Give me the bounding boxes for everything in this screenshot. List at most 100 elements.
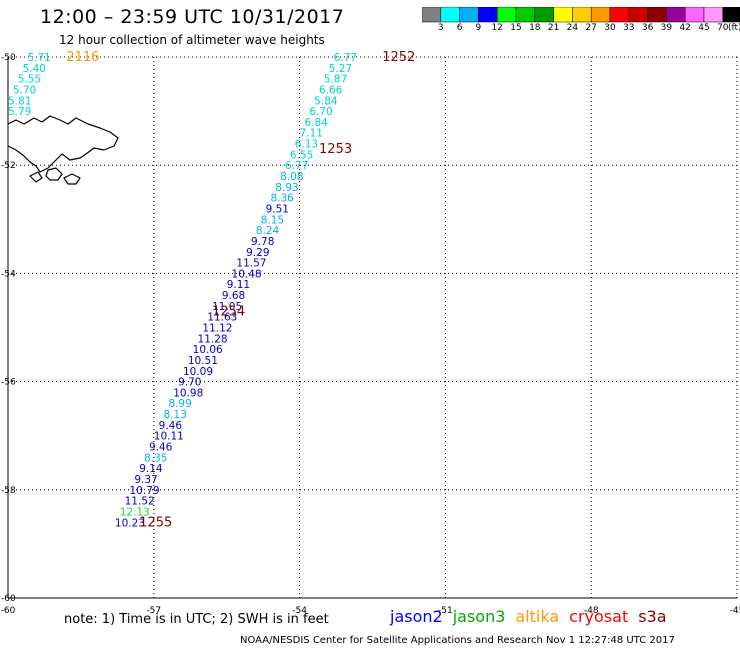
colorbar-label: 27 — [585, 23, 597, 33]
lat-tick-label: -56 — [1, 378, 16, 388]
swh-reading: 11.52 — [125, 496, 155, 508]
lat-tick-label: -50 — [1, 53, 16, 63]
swh-reading: 9.11 — [227, 279, 250, 291]
lon-tick-label: -57 — [146, 606, 161, 616]
swh-reading: 6.77 — [334, 52, 357, 64]
pass-label: 1252 — [382, 50, 415, 65]
legend-item-jason3: jason3 — [452, 607, 506, 626]
swh-reading: 11.05 — [212, 301, 242, 313]
swh-reading: 9.46 — [149, 442, 173, 454]
swh-reading: 9.46 — [159, 420, 183, 432]
swh-reading: 12.13 — [120, 506, 150, 518]
swh-reading: 9.68 — [222, 290, 245, 302]
swh-reading: 5.81 — [8, 95, 31, 107]
swh-reading: 5.55 — [18, 74, 41, 86]
swh-reading: 6.66 — [319, 84, 343, 96]
colorbar-label: 24 — [566, 23, 579, 33]
colorbar-label: 18 — [529, 23, 541, 33]
legend-item-s3a: s3a — [638, 607, 667, 626]
colorbar-swatch — [722, 7, 740, 23]
colorbar-label: 12 — [491, 23, 503, 33]
swh-reading: 5.79 — [8, 106, 31, 118]
swh-reading: 9.70 — [178, 377, 201, 389]
swh-reading: 9.37 — [134, 474, 157, 486]
swh-reading: 10.48 — [232, 268, 262, 280]
swh-reading: 11.28 — [198, 333, 228, 345]
lat-tick-label: -60 — [1, 594, 16, 604]
coastline — [63, 173, 81, 185]
lon-tick-label: -48 — [584, 606, 599, 616]
swh-reading: 8.35 — [144, 452, 167, 464]
coastline — [45, 167, 63, 181]
colorbar-label: 30 — [604, 23, 616, 33]
swh-reading: 10.51 — [188, 355, 218, 367]
swh-reading: 8.93 — [275, 182, 298, 194]
colorbar-label: 21 — [547, 23, 560, 33]
lat-tick-label: -52 — [1, 161, 16, 171]
legend-item-jason2: jason2 — [390, 607, 443, 626]
colorbar-unit: (ft) — [728, 23, 740, 33]
lon-tick-label: -60 — [1, 606, 16, 616]
swh-reading: 8.24 — [256, 225, 280, 237]
pass-label: 1254 — [212, 304, 245, 319]
pass-label: 2116 — [66, 50, 99, 65]
colorbar-label: 36 — [641, 23, 654, 33]
map-subtitle: 12 hour collection of altimeter wave hei… — [59, 33, 325, 47]
pass-label: 1253 — [319, 142, 352, 157]
swh-reading: 6.13 — [295, 139, 318, 151]
swh-reading: 10.09 — [183, 366, 213, 378]
coastline — [29, 171, 43, 183]
colorbar-label: 70 — [717, 23, 729, 33]
legend-item-altika: altika — [515, 607, 560, 626]
lon-tick-label: -45 — [730, 606, 740, 616]
swh-reading: 8.36 — [270, 193, 294, 205]
swh-reading: 8.08 — [280, 171, 303, 183]
swh-reading: 9.51 — [266, 203, 289, 215]
pass-label: 1255 — [139, 515, 172, 530]
swh-reading: 10.23 — [115, 517, 145, 529]
swh-reading: 6.77 — [285, 160, 308, 172]
swh-reading: 9.14 — [139, 463, 163, 475]
lon-tick-label: -51 — [438, 606, 453, 616]
credit-line: NOAA/NESDIS Center for Satellite Applica… — [240, 635, 675, 646]
swh-reading: 7.11 — [300, 128, 323, 140]
swh-reading: 5.27 — [329, 63, 352, 75]
map-title: 12:00 – 23:59 UTC 10/31/2017 — [40, 6, 345, 28]
swh-reading: 6.70 — [309, 106, 332, 118]
swh-reading: 5.71 — [27, 52, 50, 64]
colorbar-label: 39 — [660, 23, 673, 33]
swh-reading: 9.29 — [246, 247, 269, 259]
lat-tick-label: -58 — [1, 486, 16, 496]
colorbar-label: 15 — [510, 23, 522, 33]
footnote: note: 1) Time is in UTC; 2) SWH is in fe… — [64, 612, 329, 627]
colorbar-label: 45 — [698, 23, 710, 33]
lat-tick-label: -54 — [1, 269, 16, 279]
legend-item-cryosat: cryosat — [569, 607, 629, 626]
swh-reading: 5.84 — [314, 95, 338, 107]
swh-reading: 8.13 — [164, 409, 187, 421]
colorbar-label: 6 — [456, 23, 463, 33]
colorbar — [422, 7, 740, 23]
swh-reading: 5.70 — [13, 84, 36, 96]
swh-reading: 10.11 — [154, 431, 184, 443]
swh-reading: 6.55 — [290, 149, 313, 161]
coastline — [7, 115, 119, 173]
swh-reading: 6.84 — [304, 117, 328, 129]
colorbar-label: 33 — [623, 23, 635, 33]
swh-reading: 10.06 — [193, 344, 223, 356]
swh-reading: 10.79 — [130, 485, 160, 497]
satellite-legend: jason2 jason3 altika cryosat s3a — [390, 607, 677, 626]
colorbar-label: 42 — [679, 23, 691, 33]
colorbar-label: 9 — [475, 23, 482, 33]
swh-reading: 5.40 — [23, 63, 46, 75]
swh-reading: 11.12 — [202, 323, 232, 335]
swh-reading: 9.78 — [251, 236, 274, 248]
swh-reading: 10.98 — [173, 387, 203, 399]
swh-reading: 11.63 — [207, 312, 237, 324]
swh-reading: 11.57 — [236, 258, 266, 270]
colorbar-label: 3 — [437, 23, 444, 33]
swh-reading: 5.87 — [324, 74, 347, 86]
lon-tick-label: -54 — [292, 606, 307, 616]
